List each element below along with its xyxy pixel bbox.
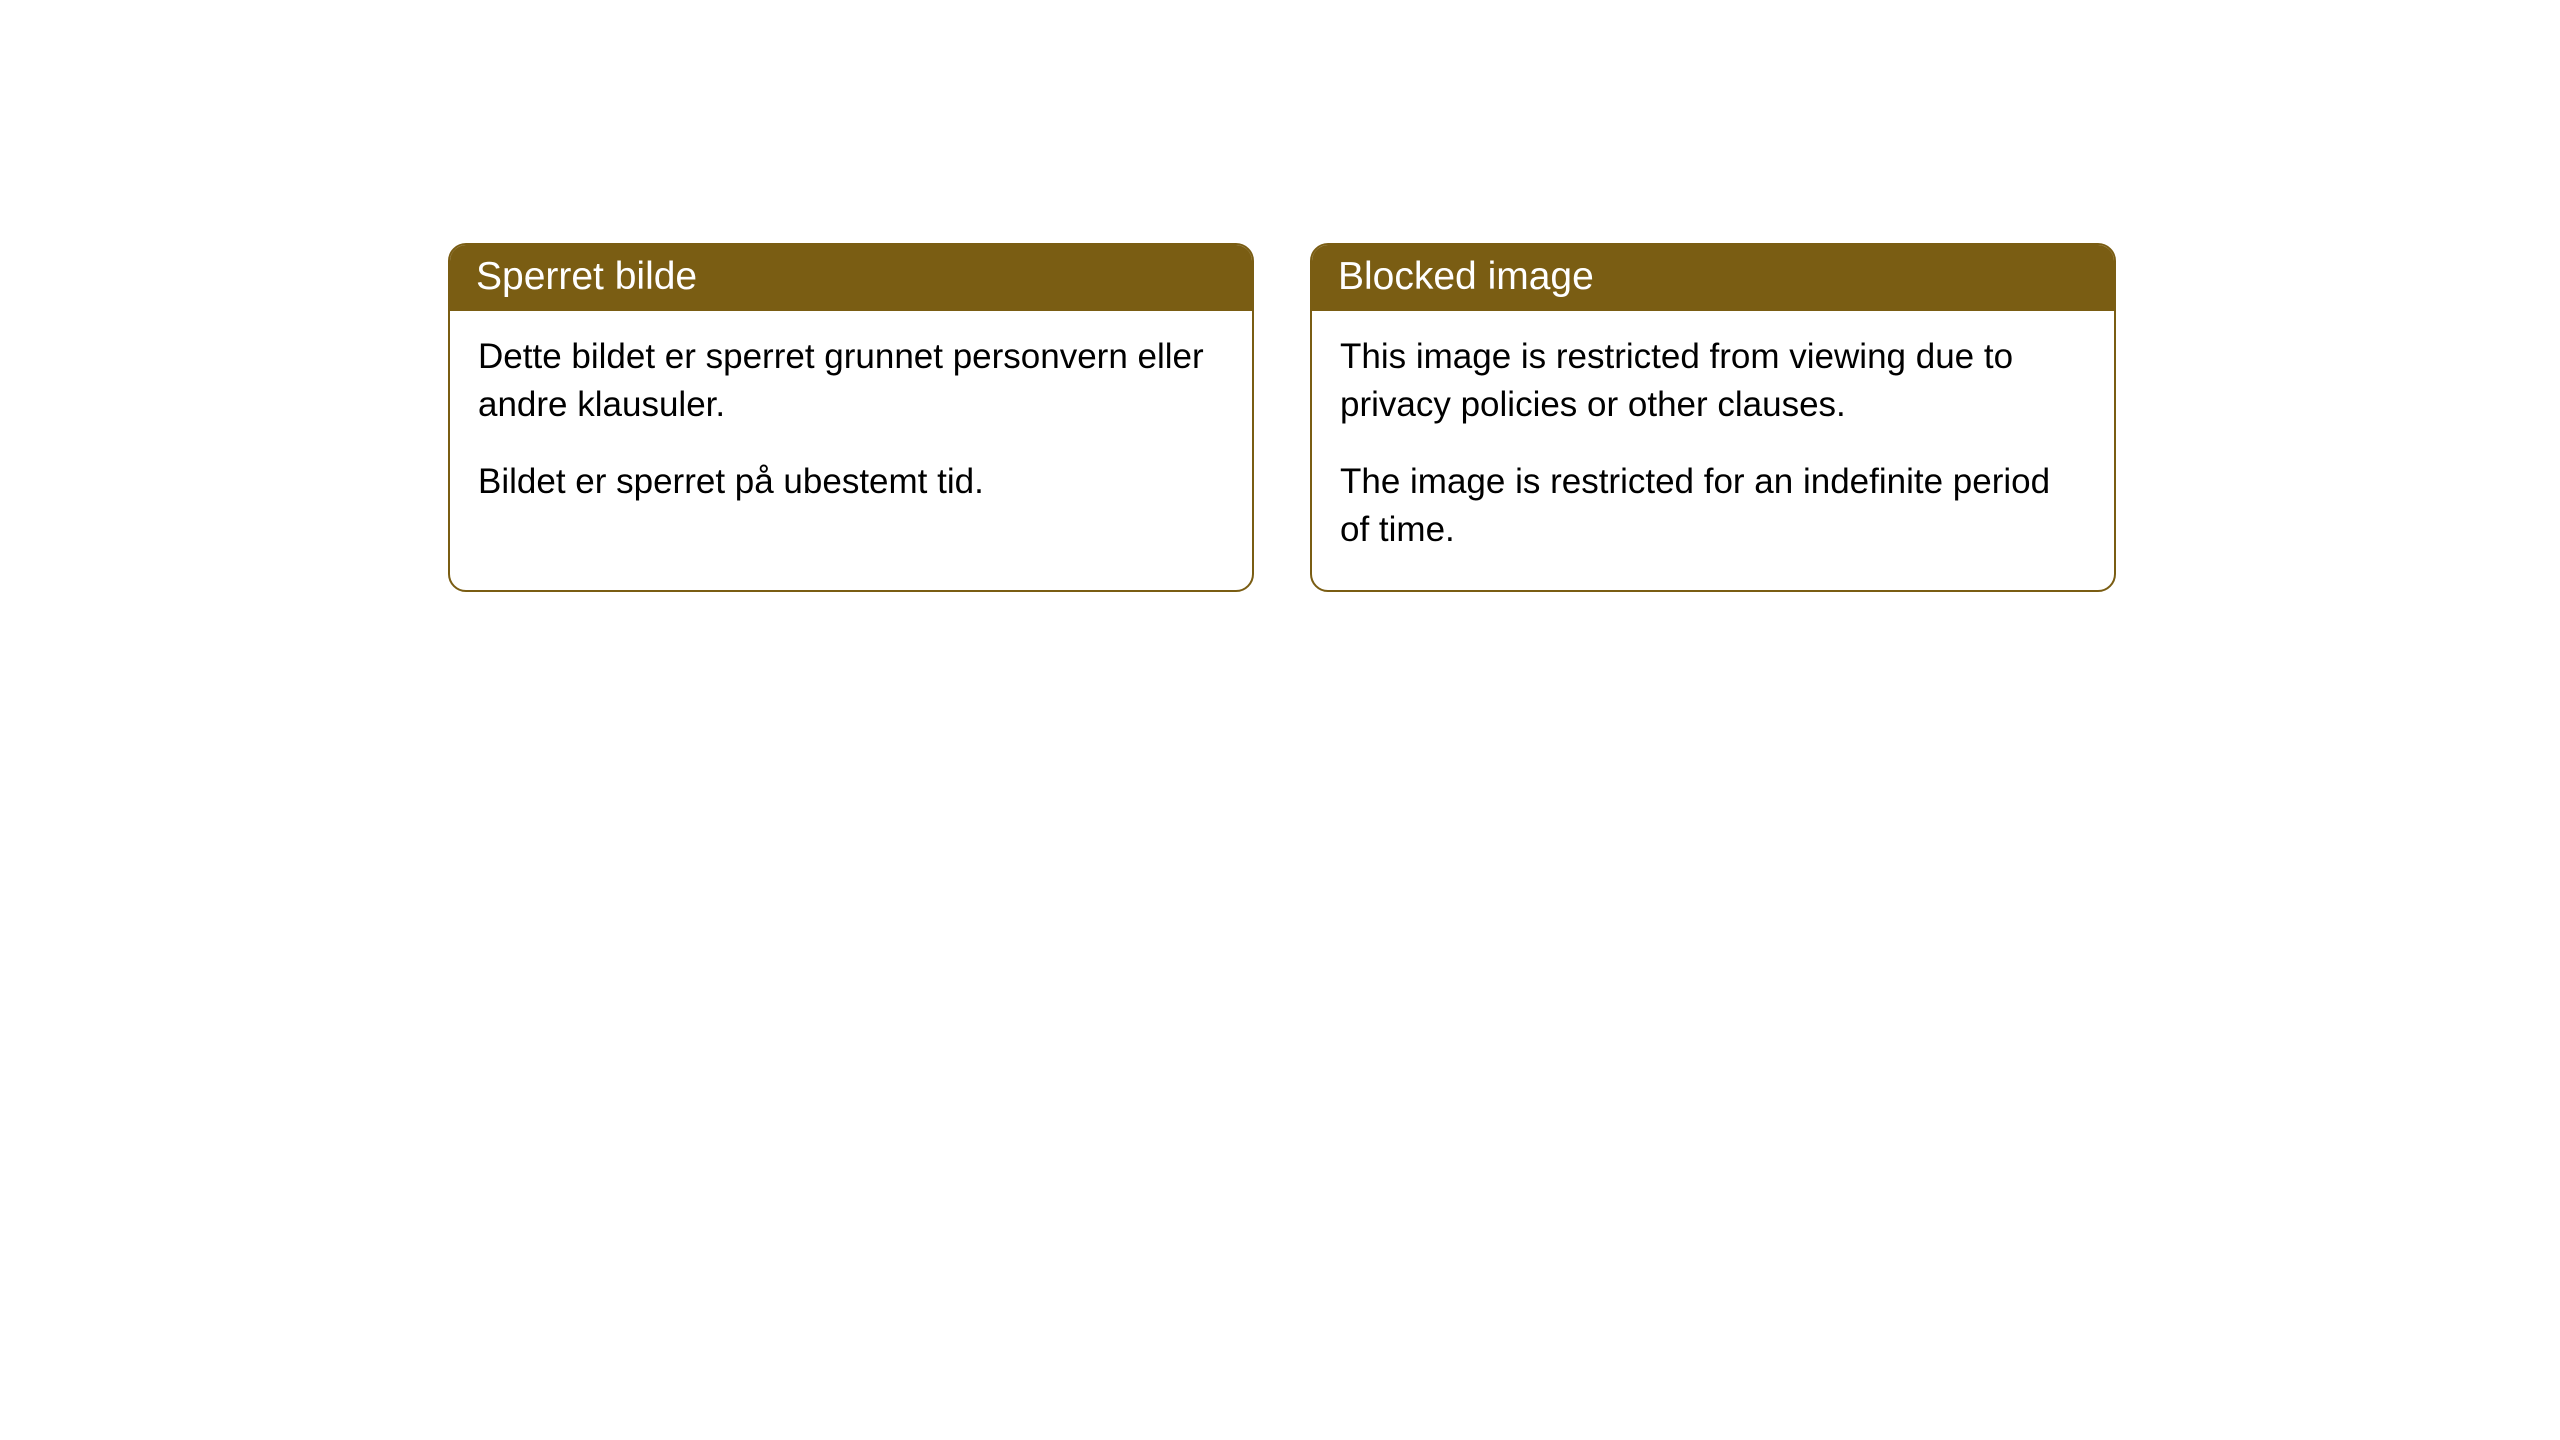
blocked-image-card-en: Blocked image This image is restricted f… [1310, 243, 2116, 592]
card-body: Dette bildet er sperret grunnet personve… [450, 311, 1252, 542]
info-cards-container: Sperret bilde Dette bildet er sperret gr… [448, 243, 2116, 592]
blocked-image-card-no: Sperret bilde Dette bildet er sperret gr… [448, 243, 1254, 592]
card-body: This image is restricted from viewing du… [1312, 311, 2114, 590]
card-paragraph: Dette bildet er sperret grunnet personve… [478, 333, 1224, 430]
card-paragraph: Bildet er sperret på ubestemt tid. [478, 458, 1224, 506]
card-paragraph: This image is restricted from viewing du… [1340, 333, 2086, 430]
card-paragraph: The image is restricted for an indefinit… [1340, 458, 2086, 555]
card-header: Blocked image [1312, 245, 2114, 311]
card-header: Sperret bilde [450, 245, 1252, 311]
